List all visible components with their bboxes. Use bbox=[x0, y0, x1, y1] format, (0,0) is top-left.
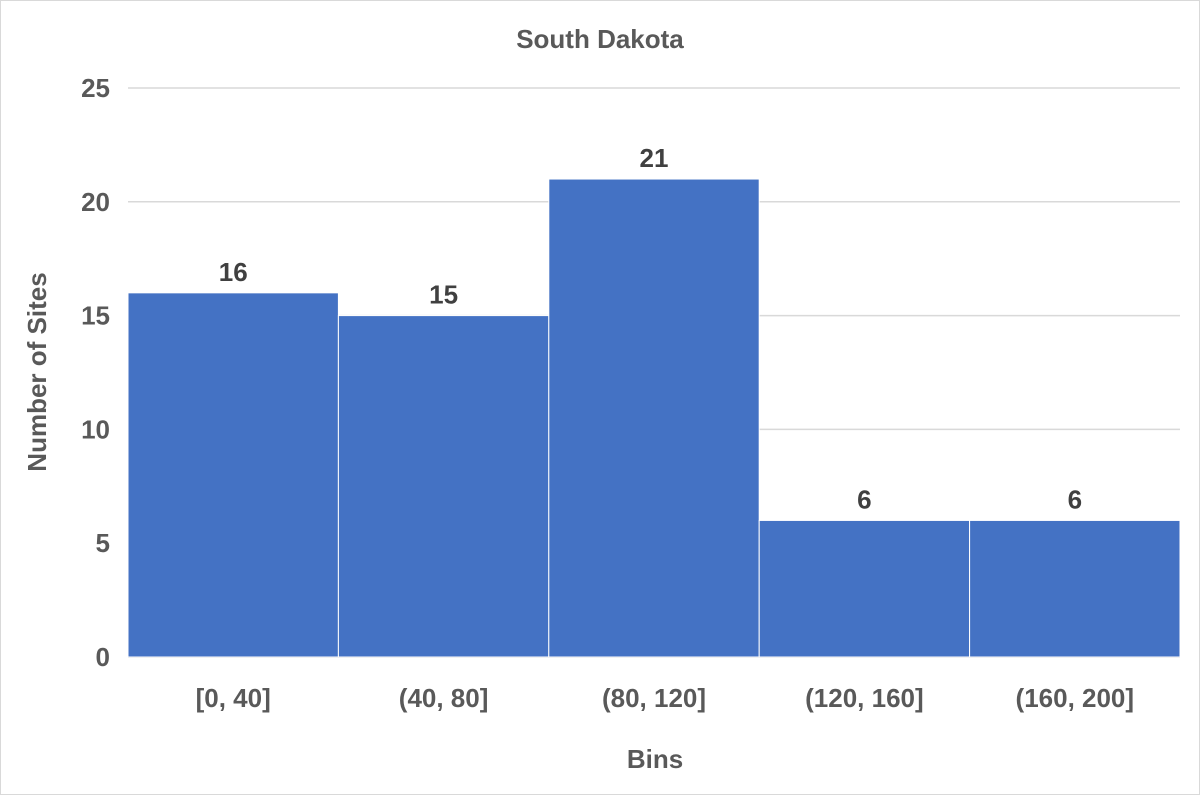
x-tick-labels: [0, 40] (40, 80] (80, 120] (120, 160] (160, … bbox=[196, 683, 1134, 713]
data-label: 6 bbox=[857, 484, 871, 514]
bar bbox=[337, 315, 550, 658]
bar bbox=[969, 519, 1181, 658]
y-tick-label: 15 bbox=[81, 301, 110, 331]
data-label: 21 bbox=[640, 143, 669, 173]
x-tick-label: (40, 80] bbox=[399, 683, 489, 713]
x-tick-label: (80, 120] bbox=[602, 683, 706, 713]
chart-title: South Dakota bbox=[516, 24, 684, 54]
x-axis-label: Bins bbox=[627, 744, 683, 774]
data-label: 16 bbox=[219, 257, 248, 287]
y-tick-label: 10 bbox=[81, 414, 110, 444]
y-axis-label: Number of Sites bbox=[22, 272, 52, 471]
x-tick-label: (160, 200] bbox=[1016, 683, 1135, 713]
bar bbox=[127, 292, 339, 658]
y-tick-label: 20 bbox=[81, 187, 110, 217]
y-tick-label: 25 bbox=[81, 73, 110, 103]
x-tick-label: (120, 160] bbox=[805, 683, 924, 713]
bar bbox=[758, 519, 971, 658]
y-tick-label: 0 bbox=[96, 642, 110, 672]
bar bbox=[548, 178, 760, 658]
data-label: 15 bbox=[429, 280, 458, 310]
y-tick-label: 5 bbox=[96, 528, 110, 558]
data-label: 6 bbox=[1068, 484, 1082, 514]
data-labels-group: 16 15 21 6 6 bbox=[219, 143, 1082, 514]
x-tick-label: [0, 40] bbox=[196, 683, 271, 713]
y-tick-labels: 0 5 10 15 20 25 bbox=[81, 73, 110, 672]
bars-group bbox=[127, 178, 1181, 658]
